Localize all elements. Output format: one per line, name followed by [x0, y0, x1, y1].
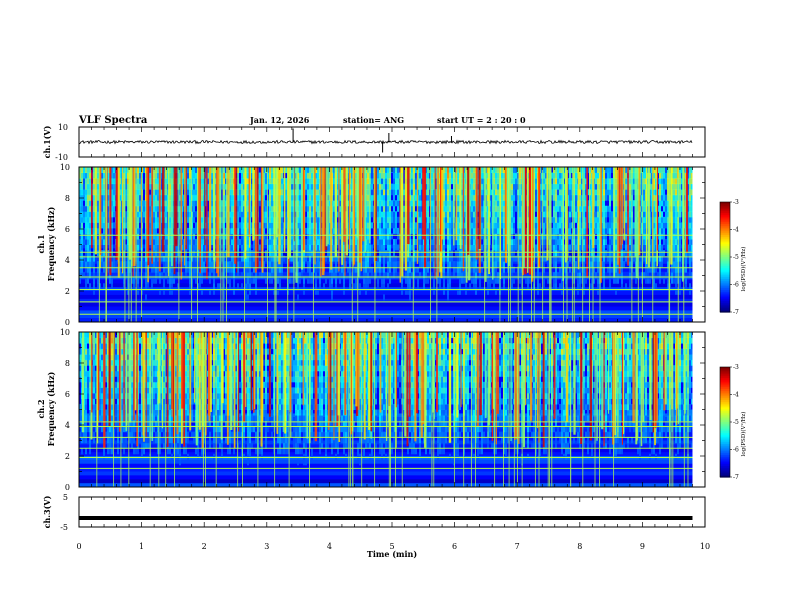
x-axis-label: Time (min) — [367, 549, 417, 559]
freq-tick-label: 10 — [60, 163, 70, 172]
ch1-spikes — [292, 128, 452, 153]
freq-tick-label: 8 — [65, 359, 70, 368]
colorbar-tick-label: -5 — [733, 254, 739, 261]
colorbar-label: log(PSD)(V²/Hz) — [740, 412, 747, 457]
ch2-spectrogram — [79, 332, 705, 487]
colorbar-tick-label: -5 — [733, 419, 739, 426]
x-tick-label: 4 — [327, 542, 332, 551]
start-time-label: start UT = 2 : 20 : 0 — [437, 115, 526, 125]
freq-tick-label: 8 — [65, 194, 70, 203]
ch1-ytick-bottom: -10 — [55, 153, 68, 162]
ch1-ytick-top: 10 — [58, 123, 68, 132]
freq-tick-label: 4 — [65, 421, 70, 430]
ch2-spec-ylabel: Frequency (kHz) — [46, 371, 56, 446]
ch3-trace — [79, 516, 693, 520]
x-tick-label: 2 — [202, 542, 207, 551]
date-label: Jan. 12, 2026 — [249, 115, 310, 125]
freq-tick-label: 6 — [65, 390, 70, 399]
ch1-trace — [78, 139, 693, 145]
freq-tick-label: 10 — [60, 328, 70, 337]
colorbar-tick-label: -4 — [733, 227, 739, 234]
freq-tick-label: 6 — [65, 225, 70, 234]
x-tick-label: 7 — [515, 542, 520, 551]
x-tick-label: 10 — [700, 542, 710, 551]
colorbar-tick-label: -7 — [733, 474, 739, 481]
ch3-ylabel: ch.3(V) — [42, 495, 52, 528]
x-tick-label: 6 — [452, 542, 457, 551]
freq-tick-label: 0 — [65, 483, 70, 492]
freq-tick-label: 2 — [65, 287, 70, 296]
colorbar-tick-label: -6 — [733, 282, 739, 289]
ch1-spec-ylabel-top: ch.1 — [36, 234, 46, 253]
colorbar-tick-label: -3 — [733, 364, 739, 371]
ch2-colorbar: -3 -4 -5 -6 -7 log(PSD)(V²/Hz) — [719, 364, 747, 481]
x-tick-label: 3 — [264, 542, 269, 551]
ch1-colorbar: -3 -4 -5 -6 -7 log(PSD)(V²/Hz) — [719, 199, 747, 316]
colorbar-tick-label: -4 — [733, 392, 739, 399]
ch3-ytick-top: 5 — [63, 493, 68, 502]
x-tick-label: 8 — [577, 542, 582, 551]
ch3-ytick-bottom: -5 — [60, 523, 68, 532]
freq-tick-label: 0 — [65, 318, 70, 327]
x-tick-labels: 0 1 2 3 4 5 6 7 8 9 10 — [76, 542, 710, 551]
colorbar-label: log(PSD)(V²/Hz) — [740, 247, 747, 292]
ch2-spectrogram-panel: 0 2 4 6 8 10 ch.2 Frequency (kHz) -3 -4 -5 -6 -7 l… — [36, 328, 747, 492]
figure-title: VLF Spectra — [78, 115, 148, 126]
x-tick-label: 9 — [640, 542, 645, 551]
colorbar-tick-label: -7 — [733, 309, 739, 316]
colorbar-tick-label: -6 — [733, 447, 739, 454]
ch1-spectrogram — [79, 167, 705, 322]
freq-tick-label: 2 — [65, 452, 70, 461]
freq-tick-label: 4 — [65, 256, 70, 265]
ch2-spec-ylabel-top: ch.2 — [36, 399, 46, 418]
ch1-spectrogram-panel: 0 2 4 6 8 10 ch.1 Frequency (kHz) -3 -4 -5 -6 -7 l… — [36, 163, 747, 327]
station-label: station= ANG — [343, 115, 404, 125]
ch1-ylabel: ch.1(V) — [42, 125, 52, 158]
x-tick-label: 1 — [139, 542, 144, 551]
ch1-spec-ylabel: Frequency (kHz) — [46, 206, 56, 281]
time-ticks — [78, 127, 706, 527]
x-tick-label: 5 — [389, 542, 394, 551]
x-tick-label: 0 — [76, 542, 81, 551]
colorbar-tick-label: -3 — [733, 199, 739, 206]
